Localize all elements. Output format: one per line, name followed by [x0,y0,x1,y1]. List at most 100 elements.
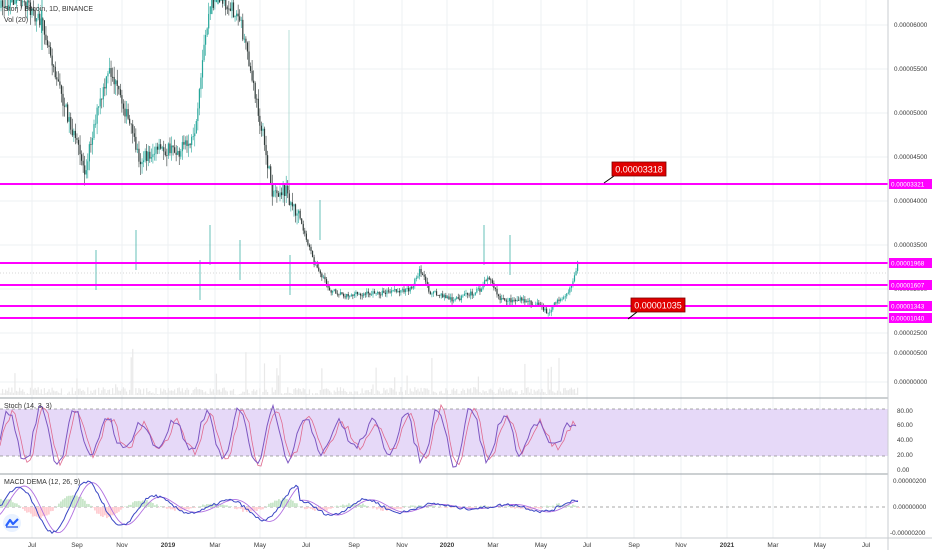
stoch-axis[interactable]: 80.00 60.00 40.00 20.00 0.00 [897,408,913,474]
macd-hist-bar [146,500,148,507]
candle-body [164,151,166,156]
volume-bar [373,393,376,395]
candle-body [136,148,138,150]
candle-body [259,115,261,126]
candle-body [513,299,515,301]
candle-body [358,293,360,295]
volume-bar [409,388,411,395]
candle-body [160,144,162,149]
candle-body [366,291,368,295]
volume-bar [319,389,321,395]
volume-bar [567,390,569,395]
volume-bar [229,390,231,395]
candle-body [550,309,552,313]
candle-body [387,290,390,292]
macd-hist-bar [104,507,106,516]
candle-body [400,290,402,293]
volume-bar [136,392,138,395]
candle-body [98,106,100,108]
candle-body [556,299,559,303]
macd-hist-bar [342,504,344,507]
candle-body [316,264,318,268]
volume-label[interactable]: Vol (20) [4,17,28,24]
macd-hist-bar [376,507,378,510]
macd-hist-bar [284,498,286,507]
candle-body [5,7,7,9]
volume-bar [93,390,95,395]
candle-body [333,289,335,291]
macd-hist-bar [378,507,380,509]
candle-body [267,155,269,169]
callout-upper[interactable]: 0.00003318 [603,161,667,184]
stoch-label[interactable]: Stoch (14, 3, 3) [4,403,52,410]
time-label: 2020 [440,542,455,549]
volume-bar [507,390,509,395]
candle-body [555,302,557,304]
candle-body [200,77,202,90]
candle-body [341,292,343,294]
macd-hist-bar [570,506,572,507]
candle-body [504,298,506,301]
macd-hist-bar [194,507,196,508]
candle-body [288,193,290,206]
volume-bar [411,391,413,395]
stoch-axis-label: 0.00 [897,467,910,474]
macd-hist-bar [60,501,62,507]
candle-body [39,13,41,26]
candle-body [335,289,337,294]
candle-body [401,289,404,291]
candle-body [76,138,78,140]
candle-body [265,144,267,156]
candle-body [418,269,421,277]
volume-bar [164,390,166,395]
candle-body [349,296,351,298]
volume-bar [284,393,286,395]
candle-body [552,306,554,310]
volume-bar [239,394,241,395]
candle-body [67,104,69,122]
candle-body [31,8,33,16]
callout-lower[interactable]: 0.00001035 [627,297,686,320]
macd-hist-bar [154,505,156,507]
volume-bar [377,390,379,395]
candle-body [319,270,321,274]
volume-bar [352,393,354,395]
macd-label[interactable]: MACD DEMA (12, 26, 9) [4,479,80,486]
candle-body [225,0,227,10]
symbol-title[interactable]: Storj / Bitcoin, 1D, BINANCE [4,6,93,13]
macd-hist-bar [312,507,314,510]
macd-hist-bar [466,507,468,509]
volume-bar [135,388,137,395]
volume-bar [440,390,442,395]
macd-hist-bar [28,507,30,513]
stoch-d-line [0,403,577,467]
candle-body [6,7,8,10]
volume-bar [502,388,504,395]
candle-body [1,0,4,7]
macd-hist-bar [416,506,418,507]
macd-axis[interactable]: 0.00000200 0.00000000 -0.00000200 [890,478,927,537]
candle-body [474,292,476,295]
candle-body [153,153,156,155]
volume-bar [471,392,473,395]
macd-hist-bar [78,496,80,507]
candle-body [414,278,416,285]
macd-hist-bar [322,507,324,509]
macd-hist-bar [272,502,274,507]
time-axis[interactable]: Jul Sep Nov 2019 Mar May Jul Sep Nov 202… [28,542,871,549]
tradingview-logo-icon[interactable] [3,514,21,532]
macd-hist-bar [170,507,172,510]
macd-hist-bar [338,506,340,507]
volume-bar [311,393,314,395]
volume-bar [98,387,100,395]
volume-bar [566,390,568,395]
macd-hist-bar [276,500,278,507]
volume-bar [251,390,253,395]
time-label: Mar [767,542,779,549]
macd-hist-bar [190,507,192,509]
candle-body [301,218,303,224]
macd-hist-bar [546,505,548,507]
volume-bar [12,392,14,395]
volume-bar [453,388,455,395]
